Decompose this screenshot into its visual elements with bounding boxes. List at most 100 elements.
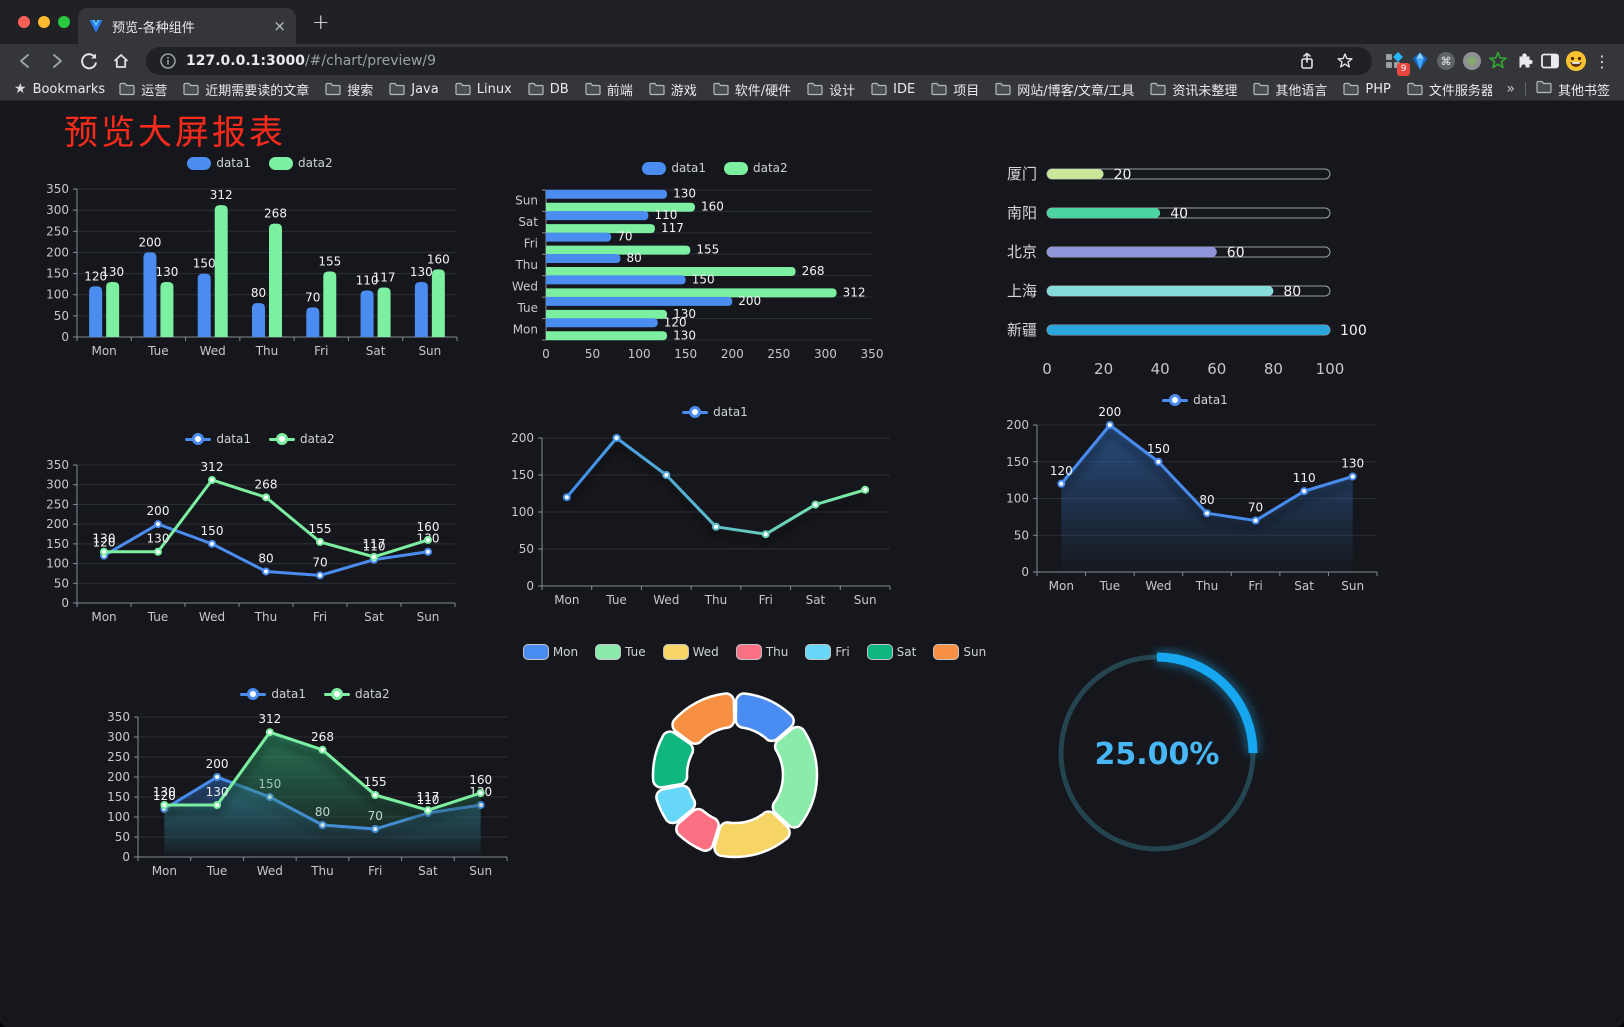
pie-slice-mon[interactable] [734, 692, 795, 743]
bookmark-folder-item[interactable]: 其他语言 [1253, 80, 1327, 99]
pie-slice-thu[interactable] [675, 807, 720, 852]
bookmark-folder-item[interactable]: 设计 [807, 80, 855, 99]
bookmark-folder-item[interactable]: Linux [455, 82, 512, 97]
pie-slice-tue[interactable] [771, 725, 819, 829]
chart-canvas: 25.00% [1058, 650, 1260, 852]
other-bookmarks-folder[interactable]: 其他书签 [1536, 80, 1610, 99]
svg-text:Tue: Tue [1099, 579, 1121, 593]
sidebar-toggle-icon[interactable] [1538, 49, 1562, 73]
legend-item-fri[interactable]: Fri [806, 645, 850, 659]
svg-text:70: 70 [1248, 501, 1263, 515]
legend-item-data2[interactable]: data2 [324, 687, 390, 701]
svg-text:160: 160 [417, 520, 440, 534]
legend-item-tue[interactable]: Tue [596, 645, 646, 659]
bookmark-folder-item[interactable]: 搜索 [325, 80, 373, 99]
svg-text:150: 150 [107, 790, 130, 804]
page-content: 预览大屏报表 0 50 100 150 200 250 300 350 Mon Tue Wed Thu… [0, 101, 1624, 1027]
svg-text:Tue: Tue [147, 344, 169, 358]
bookmark-folder-item[interactable]: 近期需要读的文章 [183, 80, 309, 99]
legend-item-data1[interactable]: data1 [185, 432, 251, 446]
bookmarks-overflow-chevron[interactable]: » [1506, 81, 1515, 97]
bookmark-folder-item[interactable]: 资讯未整理 [1150, 80, 1237, 99]
bookmark-folder-item[interactable]: PHP [1343, 82, 1391, 97]
svg-text:150: 150 [692, 272, 715, 286]
menu-dots-icon[interactable]: ⋮ [1594, 51, 1610, 71]
url-text[interactable]: 127.0.0.1:3000/#/chart/preview/9 [186, 53, 436, 69]
bookmark-folder-item[interactable]: 软件/硬件 [713, 80, 791, 99]
pie-slice-wed[interactable] [713, 810, 791, 859]
url-bar[interactable]: 127.0.0.1:3000/#/chart/preview/9 [146, 47, 1372, 75]
folder-icon [325, 82, 341, 96]
legend-item-data2[interactable]: data2 [269, 156, 333, 170]
svg-text:Sun: Sun [418, 344, 441, 358]
pie-slice-fri[interactable] [655, 784, 697, 825]
chart-line-dual: 0 50 100 150 200 250 300 350 Mon Tue Wed Thu Fri Sat S… [45, 425, 475, 643]
tab-close-icon[interactable]: × [273, 16, 286, 35]
bookmark-folder-item[interactable]: 游戏 [649, 80, 697, 99]
share-icon[interactable] [1292, 47, 1322, 75]
bookmark-folder-item[interactable]: IDE [871, 82, 915, 97]
svg-text:50: 50 [54, 309, 69, 323]
back-icon[interactable] [10, 47, 40, 75]
chart-line-area: 0 50 100 150 200 Mon Tue Wed Thu Fri Sat Sun 120 200 1… [985, 388, 1405, 606]
extension-grid-icon[interactable]: 9 [1382, 49, 1410, 76]
pie-slice-sat[interactable] [651, 730, 695, 789]
reload-icon[interactable] [74, 47, 104, 75]
bookmark-folder-item[interactable]: Java [389, 82, 439, 97]
chart-legend: data1 data2 [500, 160, 930, 176]
browser-tab[interactable]: 预览-各种组件 × [78, 8, 296, 44]
legend-item-sat[interactable]: Sat [867, 645, 916, 659]
close-window-button[interactable] [18, 16, 30, 28]
minimize-window-button[interactable] [38, 16, 50, 28]
svg-text:200: 200 [206, 757, 229, 771]
bookmarks-bar: ★ Bookmarks 运营 近期需要读的文章 搜索 Java Linux DB 前端 游戏软… [0, 78, 1624, 101]
legend-item-mon[interactable]: Mon [523, 645, 578, 659]
legend-item-data1[interactable]: data1 [682, 405, 748, 419]
folder-icon [389, 82, 405, 96]
bookmark-folder-item[interactable]: 文件服务器 [1407, 80, 1492, 99]
legend-item-wed[interactable]: Wed [663, 645, 719, 659]
legend-item-data2[interactable]: data2 [269, 432, 335, 446]
legend-item-data1[interactable]: data1 [187, 156, 251, 170]
svg-text:Tue: Tue [605, 593, 627, 607]
chart-line-area-dual: 0 50 100 150 200 250 300 350 Mon Tue Wed Thu Fri Sat S… [100, 678, 530, 902]
forward-icon[interactable] [42, 47, 72, 75]
svg-text:80: 80 [627, 251, 642, 265]
svg-text:130: 130 [153, 785, 176, 799]
svg-text:上海: 上海 [1007, 282, 1037, 300]
svg-text:130: 130 [101, 265, 124, 279]
legend-item-data1[interactable]: data1 [240, 687, 306, 701]
svg-text:Sun: Sun [469, 864, 492, 878]
svg-text:117: 117 [661, 221, 684, 235]
svg-text:160: 160 [469, 773, 492, 787]
bookmark-folder-item[interactable]: DB [528, 82, 569, 97]
pie-slice-sun[interactable] [671, 692, 736, 745]
legend-item-sun[interactable]: Sun [934, 645, 986, 659]
bookmark-folder-item[interactable]: 运营 [119, 80, 167, 99]
bookmark-folder-item[interactable]: 前端 [585, 80, 633, 99]
site-info-icon[interactable] [158, 51, 178, 71]
bookmark-folder-item[interactable]: 网站/博客/文章/工具 [995, 80, 1134, 99]
chart-legend: data1 [985, 392, 1405, 408]
zoom-window-button[interactable] [58, 16, 70, 28]
svg-text:200: 200 [138, 235, 161, 249]
svg-text:250: 250 [46, 497, 69, 511]
legend-item-data2[interactable]: data2 [724, 161, 788, 175]
extensions-puzzle-icon[interactable] [1512, 49, 1536, 73]
url-path: /#/chart/preview/9 [304, 53, 437, 69]
bookmarks-manager-item[interactable]: ★ Bookmarks [14, 82, 105, 97]
bookmark-star-icon[interactable] [1330, 47, 1360, 75]
tab-title: 预览-各种组件 [112, 20, 195, 36]
extension-record-icon[interactable] [1460, 49, 1484, 73]
extension-gem-icon[interactable] [1408, 49, 1432, 73]
new-tab-button[interactable]: + [312, 10, 330, 34]
extension-command-icon[interactable]: ⌘ [1434, 49, 1458, 73]
profile-avatar[interactable] [1564, 49, 1588, 73]
legend-item-data1[interactable]: data1 [1162, 393, 1228, 407]
svg-text:350: 350 [46, 182, 69, 196]
legend-item-thu[interactable]: Thu [736, 645, 788, 659]
extension-green-star-icon[interactable] [1486, 49, 1510, 73]
bookmark-folder-item[interactable]: 项目 [931, 80, 979, 99]
legend-item-data1[interactable]: data1 [642, 161, 706, 175]
home-icon[interactable] [106, 47, 136, 75]
